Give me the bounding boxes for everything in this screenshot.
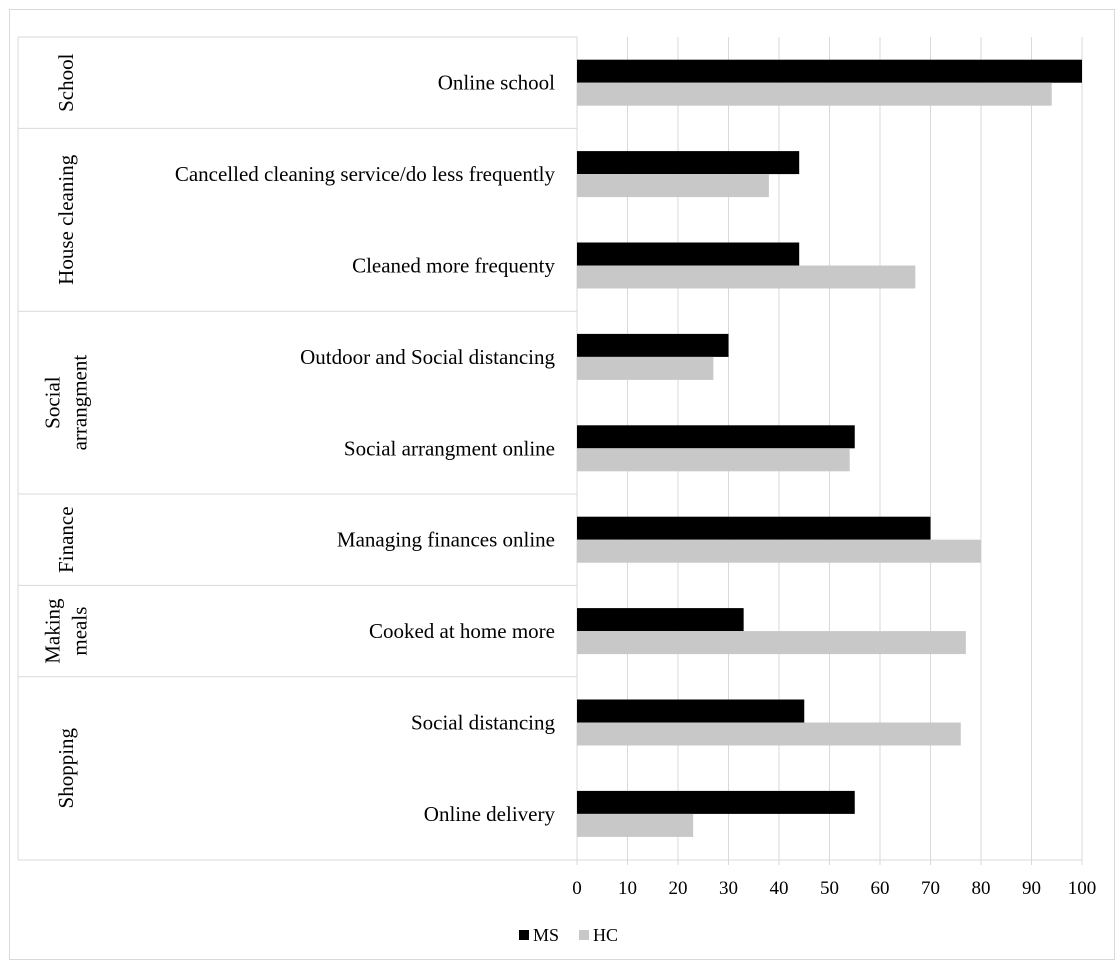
category-label: Cooked at home more [369,619,555,643]
chart-frame [9,9,1115,960]
legend-swatch-hc [579,930,589,940]
group-label: Making [41,598,65,664]
bar-hc [577,813,694,837]
tick-label: 90 [1022,878,1041,899]
tick-label: 40 [770,878,789,899]
bar-ms [577,425,855,449]
group-label: Finance [54,506,78,572]
legend: MS HC [519,925,618,945]
group-label: Social [41,376,65,429]
bar-ms [577,699,805,723]
category-label: Cancelled cleaning service/do less frequ… [175,162,556,186]
bar-ms [577,242,800,266]
bar-hc [577,631,966,655]
category-label: Online delivery [424,802,556,826]
bar-hc [577,82,1052,106]
category-label: Online school [438,71,555,95]
category-label: Managing finances online [337,528,555,552]
legend-label-hc: HC [593,925,618,945]
tick-label: 20 [669,878,688,899]
legend-swatch-ms [519,930,529,940]
tick-label: 70 [921,878,940,899]
group-label: arrangment [68,355,92,451]
group-dividers [17,36,577,861]
tick-label: 60 [871,878,890,899]
category-label: Social distancing [411,711,556,735]
tick-label: 50 [820,878,839,899]
category-label: Outdoor and Social distancing [300,345,555,369]
bar-hc [577,174,769,198]
bar-hc [577,265,916,289]
bar-hc [577,448,850,472]
bar-ms [577,151,800,175]
bar-ms [577,59,1082,83]
tick-label: 10 [618,878,637,899]
group-label: School [54,53,78,112]
tick-label: 80 [972,878,991,899]
bar-ms [577,516,931,540]
legend-label-ms: MS [533,925,559,945]
group-label: Shopping [54,727,78,808]
category-label: Cleaned more frequenty [352,254,555,278]
tick-label: 100 [1068,878,1097,899]
tick-label: 30 [719,878,738,899]
category-label: Social arrangment online [344,436,555,460]
bar-hc [577,356,714,380]
group-label: House cleaning [54,154,78,285]
bar-ms [577,790,855,814]
x-axis-ticks: 0 10 20 30 40 50 60 70 80 90 100 [572,859,1097,899]
category-labels: Online school Cancelled cleaning service/… [175,71,556,826]
bar-hc [577,539,981,563]
tick-label: 0 [572,878,582,899]
bar-ms [577,333,729,357]
group-labels: School House cleaning Social arrangment Fina… [41,53,92,808]
bar-ms [577,608,744,632]
bars [577,59,1082,837]
bar-hc [577,722,961,746]
group-label: meals [68,607,92,656]
